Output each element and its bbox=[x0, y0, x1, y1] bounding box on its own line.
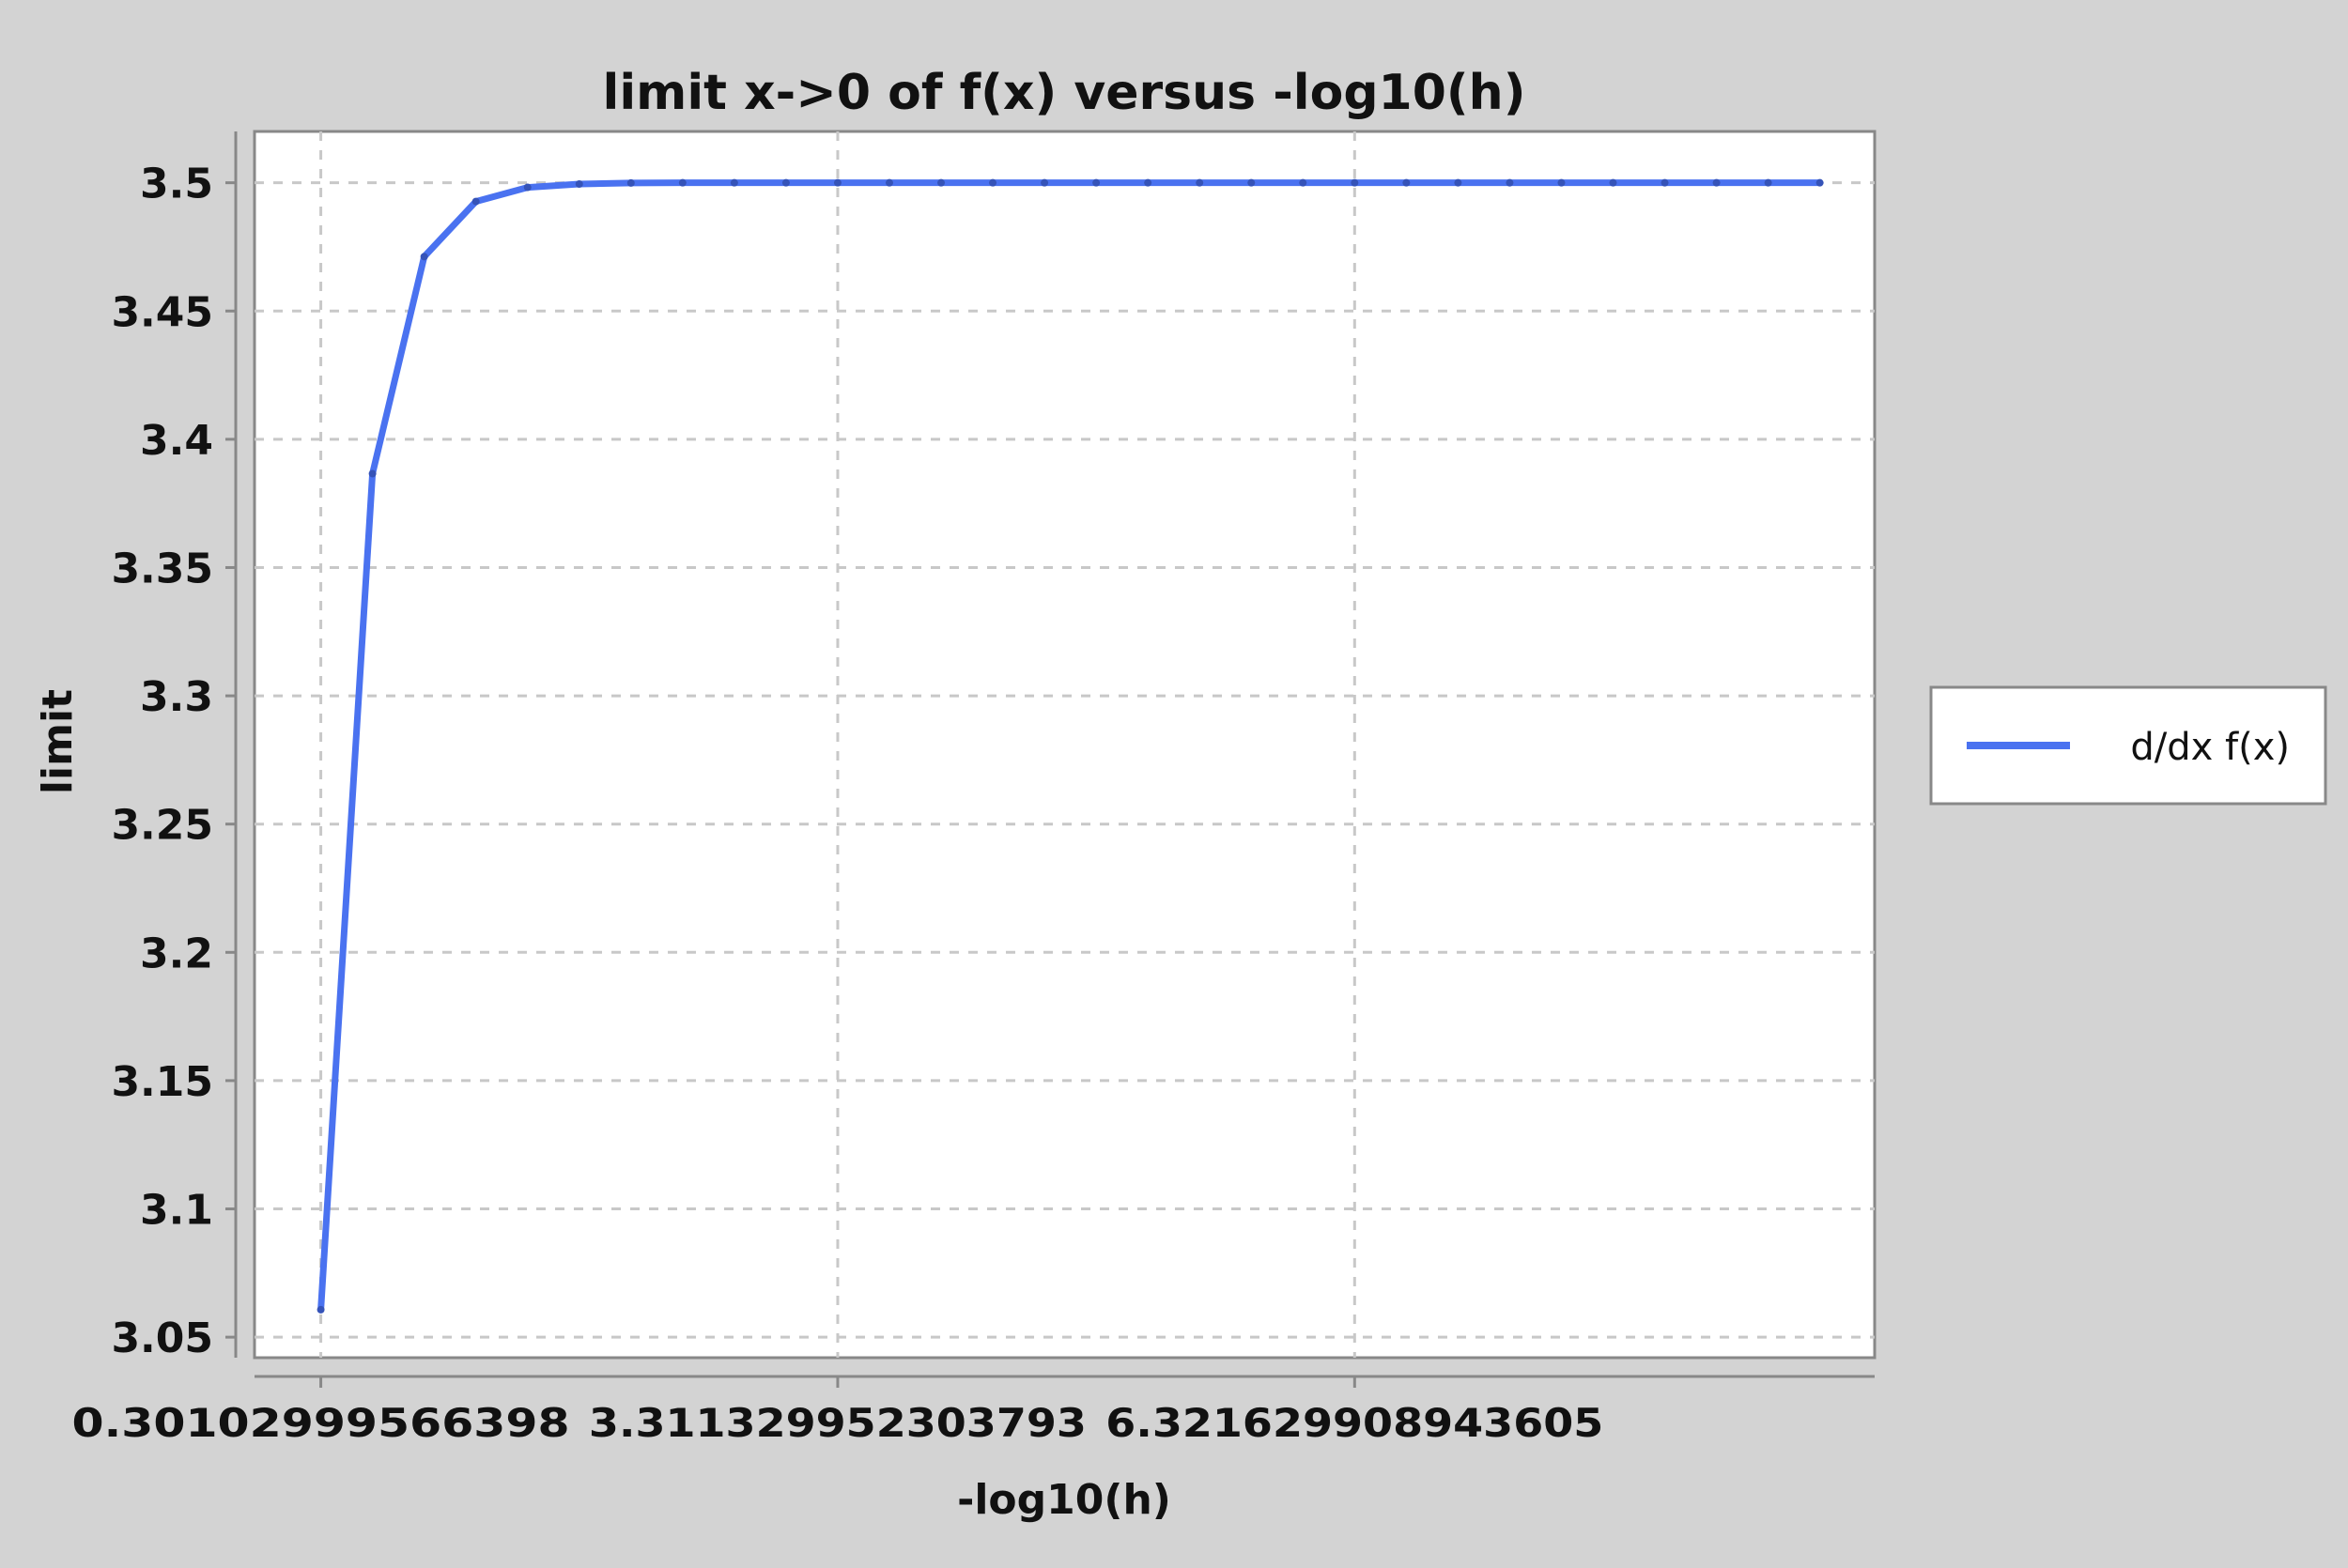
data-point bbox=[626, 178, 635, 187]
legend: d/dx f(x) bbox=[1929, 685, 2327, 806]
data-point bbox=[1557, 178, 1566, 187]
plot-area bbox=[253, 130, 1877, 1360]
data-point bbox=[1764, 178, 1772, 187]
y-tick-label: 3.25 bbox=[111, 802, 213, 850]
x-tick-label: 6.321629908943605 bbox=[1105, 1400, 1603, 1446]
y-tick-label: 3.15 bbox=[111, 1058, 213, 1106]
data-point bbox=[1609, 178, 1617, 187]
data-point bbox=[1815, 178, 1824, 187]
y-tick-label: 3.4 bbox=[140, 417, 213, 465]
data-point bbox=[1661, 178, 1669, 187]
data-point bbox=[730, 178, 738, 187]
data-point bbox=[471, 197, 480, 206]
data-point bbox=[678, 178, 687, 187]
data-point bbox=[317, 1305, 325, 1314]
x-tick-label: 3.311329952303793 bbox=[589, 1400, 1087, 1446]
y-tick-label: 3.45 bbox=[111, 288, 213, 336]
data-point bbox=[989, 178, 997, 187]
legend-label: d/dx f(x) bbox=[2130, 726, 2290, 769]
data-point bbox=[1506, 178, 1514, 187]
series-layer bbox=[317, 178, 1824, 1314]
y-axis-label: limit bbox=[34, 689, 82, 794]
data-point bbox=[1247, 178, 1256, 187]
data-point bbox=[523, 183, 532, 192]
y-tick-label: 3.3 bbox=[140, 673, 213, 721]
grid-lines bbox=[255, 131, 1875, 1358]
chart-title: limit x->0 of f(x) versus -log10(h) bbox=[603, 65, 1526, 121]
data-point bbox=[1144, 178, 1152, 187]
data-point bbox=[885, 178, 893, 187]
data-point bbox=[1092, 178, 1101, 187]
data-point bbox=[1041, 178, 1049, 187]
y-tick-label: 3.1 bbox=[140, 1187, 213, 1235]
data-point bbox=[1351, 178, 1359, 187]
x-tick-label: 0.30102999566398 bbox=[72, 1400, 570, 1446]
data-point bbox=[1712, 178, 1721, 187]
data-point bbox=[368, 469, 377, 478]
series-line bbox=[317, 179, 1824, 1314]
data-point bbox=[937, 178, 946, 187]
data-point bbox=[1402, 178, 1411, 187]
y-tick-label: 3.2 bbox=[140, 930, 213, 977]
data-point bbox=[1454, 178, 1462, 187]
data-point bbox=[833, 178, 842, 187]
axis-ticks: 3.05 3.1 3.15 3.2 3.25 3.3 3.35 3.4 3.45 3.5 0.301… bbox=[72, 161, 1604, 1446]
y-tick-label: 3.05 bbox=[111, 1314, 213, 1362]
data-point bbox=[781, 178, 790, 187]
data-point bbox=[575, 180, 583, 189]
data-point bbox=[1299, 178, 1307, 187]
y-tick-label: 3.5 bbox=[140, 161, 213, 208]
data-point bbox=[1196, 178, 1204, 187]
y-tick-label: 3.35 bbox=[111, 545, 213, 592]
x-axis-label: -log10(h) bbox=[957, 1476, 1171, 1524]
data-point bbox=[420, 253, 428, 261]
